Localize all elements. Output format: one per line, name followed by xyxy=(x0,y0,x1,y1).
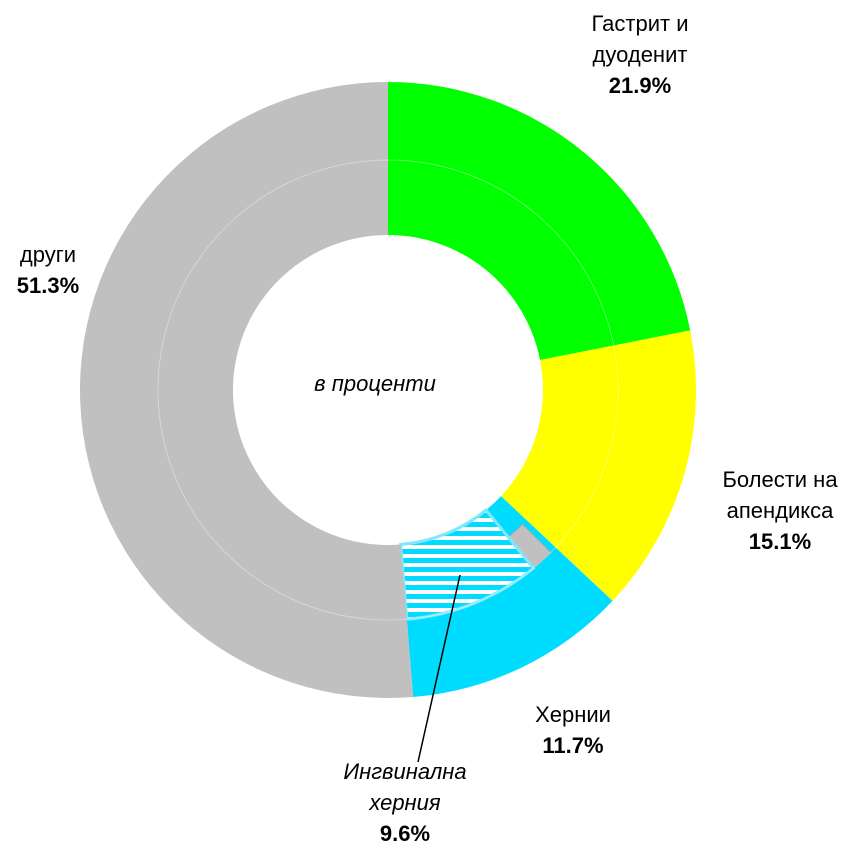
slice-label: Гастрит и дуоденит 21.9% xyxy=(560,8,720,101)
inner-slice xyxy=(399,507,536,621)
category: Болести на апендикса xyxy=(722,467,838,523)
slice xyxy=(388,82,691,360)
slice xyxy=(79,82,414,698)
value-label: 11.7% xyxy=(542,733,604,758)
category: други xyxy=(19,242,77,267)
value-label: 9.6% xyxy=(379,821,431,843)
slice-label: Болести на апендикса 15.1% xyxy=(700,464,857,557)
ring-line xyxy=(157,159,619,621)
category: Ингвинална херния xyxy=(343,759,467,815)
category: Хернии xyxy=(535,702,611,727)
value-label: 51.3% xyxy=(16,273,80,298)
category: Гастрит и дуоденит xyxy=(591,11,689,67)
slice-label: Хернии 11.7% xyxy=(493,699,653,761)
value-label: 15.1% xyxy=(748,529,812,554)
value-label: 21.9% xyxy=(608,73,672,98)
leader-line xyxy=(417,574,461,763)
inner-label: Ингвинална херния 9.6% xyxy=(325,756,485,843)
slice-label: други 51.3% xyxy=(0,239,128,301)
slice xyxy=(500,330,696,601)
annotation: в проценти xyxy=(314,371,436,396)
